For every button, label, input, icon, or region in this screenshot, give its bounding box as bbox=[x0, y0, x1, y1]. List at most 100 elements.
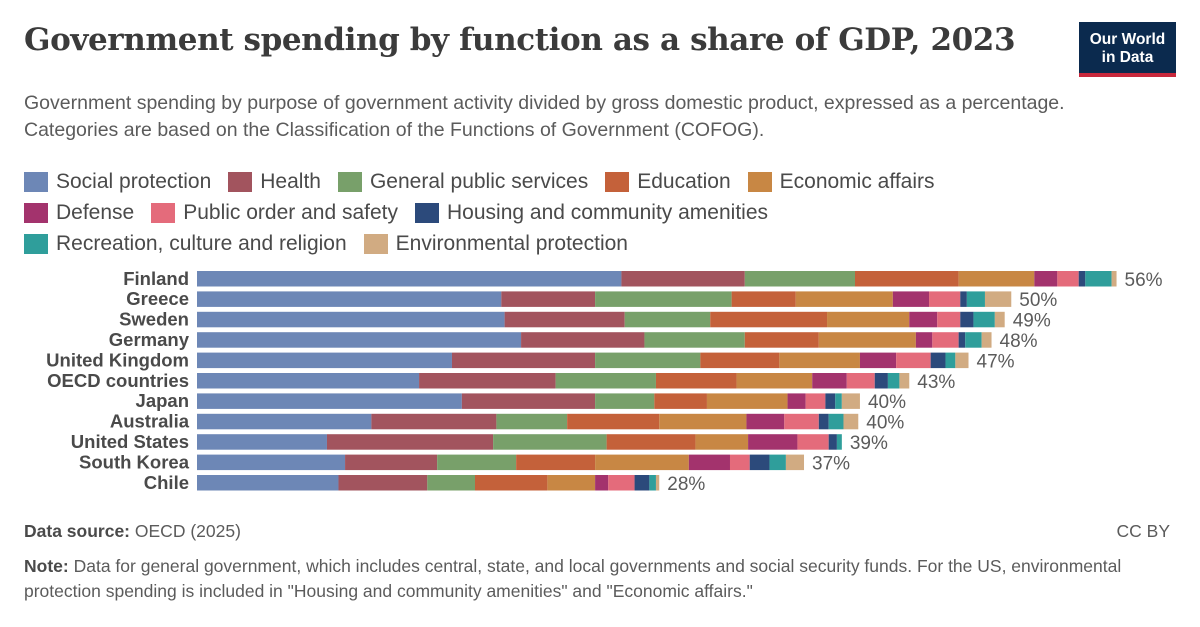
bar-segment-australia-health[interactable] bbox=[371, 413, 497, 430]
bar-segment-finland-defense[interactable] bbox=[1034, 271, 1058, 287]
bar-segment-united-kingdom-health[interactable] bbox=[451, 352, 596, 369]
bar-segment-chile-public-order-and-safety[interactable] bbox=[608, 475, 635, 491]
bar-segment-germany-economic-affairs[interactable] bbox=[818, 332, 916, 348]
bar-segment-finland-public-order-and-safety[interactable] bbox=[1057, 271, 1079, 287]
bar-segment-japan-public-order-and-safety[interactable] bbox=[805, 393, 826, 409]
bar-segment-sweden-housing-and-community-amenities[interactable] bbox=[960, 311, 974, 328]
bar-segment-south-korea-recreation-culture-and-religion[interactable] bbox=[769, 454, 786, 471]
bar-segment-germany-general-public-services[interactable] bbox=[644, 332, 745, 348]
bar-segment-finland-general-public-services[interactable] bbox=[744, 271, 855, 287]
license[interactable]: CC BY bbox=[1116, 521, 1170, 541]
bar-segment-japan-recreation-culture-and-religion[interactable] bbox=[835, 393, 842, 409]
bar-segment-oecd-countries-social-protection[interactable] bbox=[197, 373, 420, 389]
bar-segment-south-korea-health[interactable] bbox=[345, 454, 438, 471]
bar-segment-south-korea-environmental-protection[interactable] bbox=[785, 454, 805, 471]
bar-segment-finland-health[interactable] bbox=[621, 271, 745, 287]
bar-segment-greece-education[interactable] bbox=[731, 291, 796, 307]
bar-segment-finland-environmental-protection[interactable] bbox=[1111, 271, 1117, 287]
bar-segment-germany-housing-and-community-amenities[interactable] bbox=[958, 332, 966, 348]
bar-segment-australia-education[interactable] bbox=[567, 413, 660, 430]
bar-segment-greece-health[interactable] bbox=[501, 291, 596, 307]
bar-segment-chile-defense[interactable] bbox=[595, 475, 609, 491]
bar-segment-oecd-countries-environmental-protection[interactable] bbox=[899, 373, 910, 389]
bar-segment-chile-recreation-culture-and-religion[interactable] bbox=[649, 475, 656, 491]
bar-segment-japan-education[interactable] bbox=[654, 393, 707, 409]
bar-segment-australia-defense[interactable] bbox=[746, 413, 785, 430]
bar-segment-finland-recreation-culture-and-religion[interactable] bbox=[1085, 271, 1112, 287]
bar-segment-united-kingdom-general-public-services[interactable] bbox=[595, 352, 701, 369]
bar-segment-sweden-social-protection[interactable] bbox=[197, 311, 505, 328]
source-value[interactable]: OECD (2025) bbox=[134, 521, 241, 541]
bar-segment-australia-environmental-protection[interactable] bbox=[843, 413, 859, 430]
bar-segment-japan-environmental-protection[interactable] bbox=[841, 393, 860, 409]
bar-segment-south-korea-defense[interactable] bbox=[688, 454, 730, 471]
bar-segment-sweden-defense[interactable] bbox=[909, 311, 938, 328]
bar-segment-greece-public-order-and-safety[interactable] bbox=[929, 291, 961, 307]
bar-segment-oecd-countries-health[interactable] bbox=[419, 373, 556, 389]
bar-segment-sweden-general-public-services[interactable] bbox=[624, 311, 711, 328]
bar-segment-sweden-education[interactable] bbox=[710, 311, 828, 328]
bar-segment-germany-public-order-and-safety[interactable] bbox=[932, 332, 959, 348]
bar-segment-sweden-recreation-culture-and-religion[interactable] bbox=[973, 311, 995, 328]
bar-segment-greece-recreation-culture-and-religion[interactable] bbox=[966, 291, 985, 307]
legend-item-health[interactable]: Health bbox=[228, 170, 321, 194]
bar-segment-south-korea-general-public-services[interactable] bbox=[437, 454, 517, 471]
bar-segment-united-states-education[interactable] bbox=[606, 434, 696, 450]
bar-segment-united-kingdom-housing-and-community-amenities[interactable] bbox=[930, 352, 946, 369]
bar-segment-united-states-health[interactable] bbox=[326, 434, 494, 450]
bar-segment-chile-housing-and-community-amenities[interactable] bbox=[634, 475, 650, 491]
bar-segment-chile-general-public-services[interactable] bbox=[427, 475, 475, 491]
legend-item-social-protection[interactable]: Social protection bbox=[24, 170, 211, 194]
bar-segment-united-kingdom-environmental-protection[interactable] bbox=[955, 352, 969, 369]
bar-segment-australia-general-public-services[interactable] bbox=[496, 413, 568, 430]
bar-segment-sweden-public-order-and-safety[interactable] bbox=[937, 311, 961, 328]
bar-segment-japan-defense[interactable] bbox=[787, 393, 806, 409]
bar-segment-oecd-countries-education[interactable] bbox=[655, 373, 737, 389]
bar-segment-oecd-countries-recreation-culture-and-religion[interactable] bbox=[887, 373, 900, 389]
bar-segment-chile-social-protection[interactable] bbox=[197, 475, 339, 491]
legend-item-general-public-services[interactable]: General public services bbox=[337, 170, 588, 194]
bar-segment-united-states-public-order-and-safety[interactable] bbox=[797, 434, 829, 450]
bar-segment-germany-social-protection[interactable] bbox=[197, 332, 522, 348]
bar-segment-japan-general-public-services[interactable] bbox=[595, 393, 655, 409]
bar-segment-united-kingdom-economic-affairs[interactable] bbox=[779, 352, 860, 369]
bar-segment-germany-health[interactable] bbox=[521, 332, 645, 348]
bar-segment-united-states-general-public-services[interactable] bbox=[493, 434, 607, 450]
bar-segment-united-kingdom-defense[interactable] bbox=[859, 352, 897, 369]
bar-segment-south-korea-social-protection[interactable] bbox=[197, 454, 346, 471]
bar-segment-united-kingdom-public-order-and-safety[interactable] bbox=[896, 352, 931, 369]
bar-segment-united-states-economic-affairs[interactable] bbox=[695, 434, 749, 450]
bar-segment-greece-environmental-protection[interactable] bbox=[984, 291, 1012, 307]
bar-segment-germany-recreation-culture-and-religion[interactable] bbox=[965, 332, 982, 348]
bar-segment-south-korea-public-order-and-safety[interactable] bbox=[729, 454, 750, 471]
bar-segment-greece-economic-affairs[interactable] bbox=[795, 291, 893, 307]
bar-segment-south-korea-housing-and-community-amenities[interactable] bbox=[749, 454, 770, 471]
bar-segment-greece-defense[interactable] bbox=[892, 291, 930, 307]
bar-segment-united-kingdom-social-protection[interactable] bbox=[197, 352, 452, 369]
bar-segment-australia-social-protection[interactable] bbox=[197, 413, 372, 430]
bar-segment-chile-health[interactable] bbox=[338, 475, 428, 491]
bar-segment-chile-environmental-protection[interactable] bbox=[655, 475, 660, 491]
bar-segment-chile-education[interactable] bbox=[475, 475, 548, 491]
bar-segment-finland-economic-affairs[interactable] bbox=[958, 271, 1035, 287]
bar-segment-germany-environmental-protection[interactable] bbox=[981, 332, 992, 348]
bar-segment-japan-economic-affairs[interactable] bbox=[706, 393, 788, 409]
legend-item-environmental-protection[interactable]: Environmental protection bbox=[363, 232, 628, 256]
bar-segment-sweden-economic-affairs[interactable] bbox=[827, 311, 910, 328]
bar-segment-sweden-environmental-protection[interactable] bbox=[994, 311, 1005, 328]
bar-segment-united-states-defense[interactable] bbox=[748, 434, 798, 450]
bar-segment-germany-education[interactable] bbox=[744, 332, 819, 348]
bar-segment-australia-economic-affairs[interactable] bbox=[659, 413, 747, 430]
bar-segment-japan-social-protection[interactable] bbox=[197, 393, 462, 409]
bar-segment-united-kingdom-recreation-culture-and-religion[interactable] bbox=[945, 352, 956, 369]
bar-segment-united-kingdom-education[interactable] bbox=[700, 352, 780, 369]
bar-segment-australia-housing-and-community-amenities[interactable] bbox=[818, 413, 829, 430]
bar-segment-finland-social-protection[interactable] bbox=[197, 271, 622, 287]
bar-segment-oecd-countries-economic-affairs[interactable] bbox=[736, 373, 813, 389]
bar-segment-japan-housing-and-community-amenities[interactable] bbox=[825, 393, 836, 409]
bar-segment-south-korea-economic-affairs[interactable] bbox=[595, 454, 689, 471]
legend-item-education[interactable]: Education bbox=[605, 170, 731, 194]
bar-segment-greece-social-protection[interactable] bbox=[197, 291, 502, 307]
bar-segment-finland-housing-and-community-amenities[interactable] bbox=[1078, 271, 1086, 287]
legend-item-public-order-and-safety[interactable]: Public order and safety bbox=[151, 201, 398, 225]
